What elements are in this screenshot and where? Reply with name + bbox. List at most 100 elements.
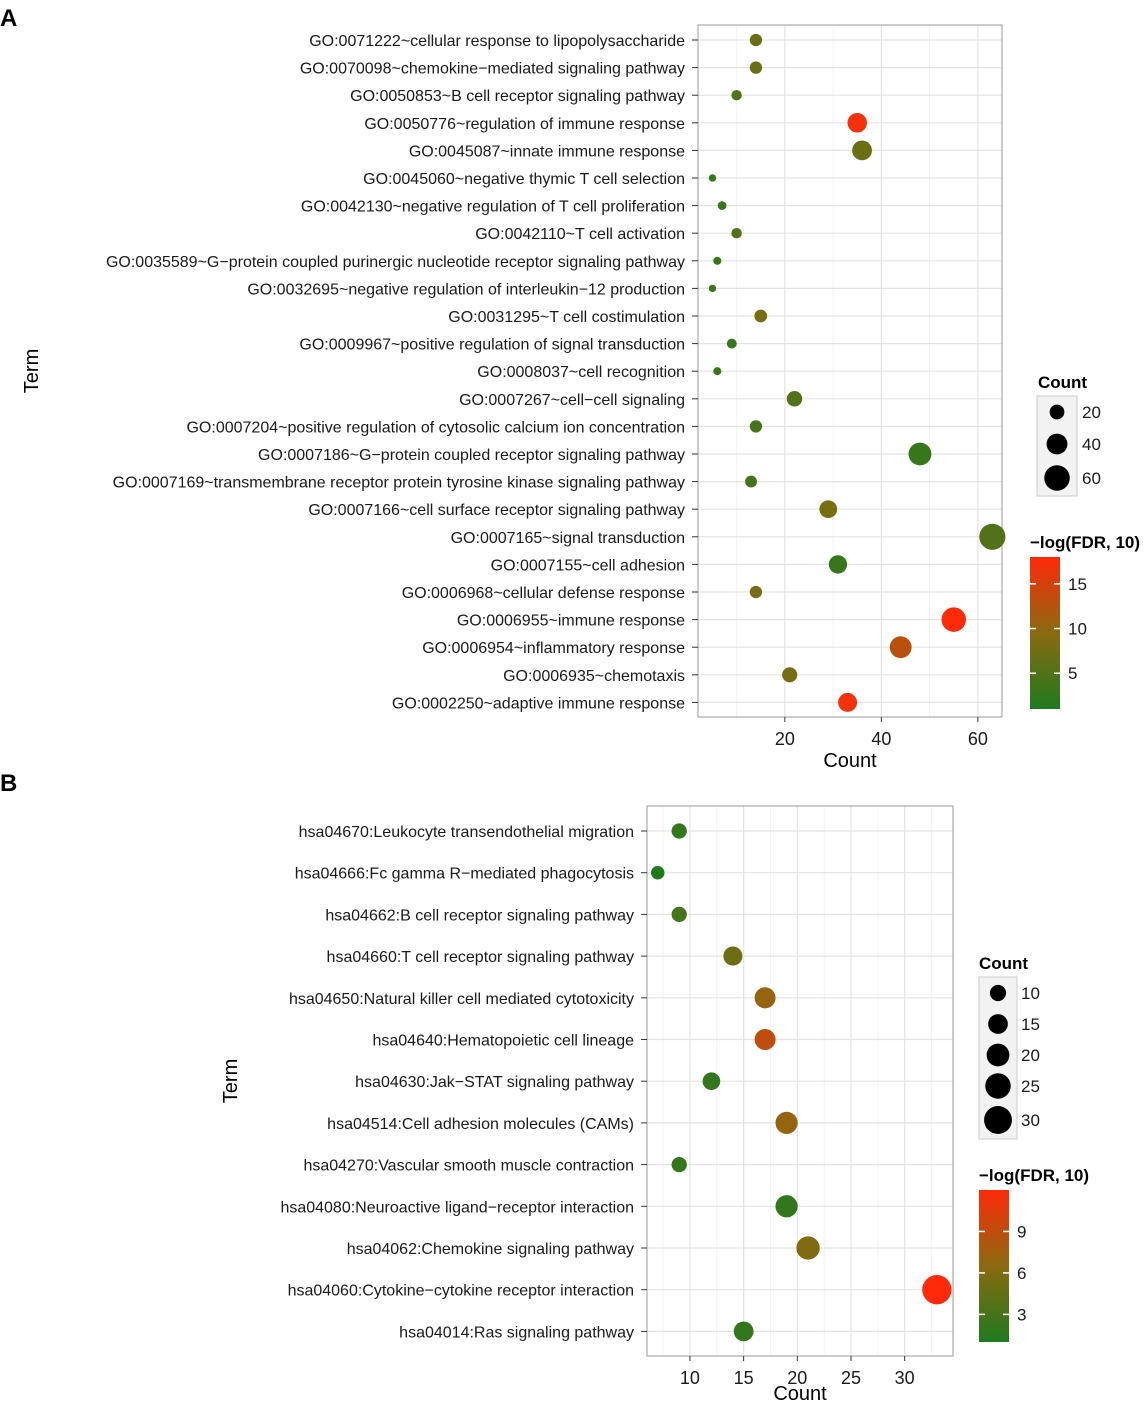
panel-b-color-legend: −log(FDR, 10) 3 6 9 bbox=[979, 1166, 1089, 1342]
a-point bbox=[819, 500, 838, 519]
b-y-tick-label: hsa04666:Fc gamma R−mediated phagocytosi… bbox=[295, 866, 634, 883]
panel-a: A GO:0071222~cellular response to lipopo… bbox=[0, 5, 1140, 772]
a-point bbox=[749, 585, 763, 599]
a-colorbar-tick-label: 15 bbox=[1068, 575, 1087, 594]
a-point bbox=[708, 174, 717, 182]
a-size-legend-key bbox=[1049, 404, 1065, 420]
panel-a-gridlines bbox=[698, 25, 1002, 717]
a-y-tick-label: GO:0042110~T cell activation bbox=[475, 226, 685, 243]
b-point bbox=[650, 865, 665, 880]
a-y-tick-label: GO:0006955~immune response bbox=[457, 613, 685, 630]
panel-a-x-axis-label: Count bbox=[823, 750, 877, 772]
b-size-legend-label: 25 bbox=[1021, 1077, 1040, 1096]
b-x-tick-label: 30 bbox=[895, 1368, 915, 1388]
a-y-tick-label: GO:0006935~chemotaxis bbox=[503, 668, 685, 685]
b-size-legend-key bbox=[988, 1014, 1008, 1034]
a-size-legend-label: 60 bbox=[1082, 469, 1101, 488]
b-point bbox=[702, 1072, 721, 1091]
panel-a-color-legend: −log(FDR, 10) 5 10 15 bbox=[1030, 533, 1140, 709]
a-y-tick-label: GO:0002250~adaptive immune response bbox=[392, 695, 685, 712]
b-size-legend-label: 15 bbox=[1021, 1015, 1040, 1034]
a-colorbar-tick-label: 10 bbox=[1068, 620, 1087, 639]
a-y-tick-label: GO:0050853~B cell receptor signaling pat… bbox=[350, 88, 685, 105]
panel-a-color-legend-title: −log(FDR, 10) bbox=[1030, 533, 1140, 552]
a-size-legend-label: 40 bbox=[1082, 435, 1101, 454]
b-size-legend-label: 10 bbox=[1021, 984, 1040, 1003]
b-point bbox=[754, 987, 776, 1009]
a-size-legend-key bbox=[1046, 433, 1068, 455]
b-y-tick-label: hsa04270:Vascular smooth muscle contract… bbox=[303, 1158, 634, 1175]
a-point bbox=[782, 667, 798, 683]
a-point bbox=[731, 227, 742, 239]
b-x-tick-label: 10 bbox=[680, 1368, 700, 1388]
a-point bbox=[786, 391, 803, 407]
panel-b-label: B bbox=[0, 770, 17, 797]
a-point bbox=[708, 284, 717, 293]
a-point bbox=[713, 256, 722, 265]
a-y-tick-label: GO:0007169~transmembrane receptor protei… bbox=[113, 475, 685, 492]
b-size-legend-key bbox=[984, 1106, 1012, 1134]
b-point bbox=[671, 823, 687, 839]
b-point bbox=[796, 1236, 820, 1260]
b-size-legend-label: 20 bbox=[1021, 1046, 1040, 1065]
a-point bbox=[745, 475, 758, 488]
a-y-tick-label: GO:0045087~innate immune response bbox=[409, 143, 685, 160]
b-x-tick-label: 15 bbox=[734, 1368, 754, 1388]
b-y-tick-label: hsa04660:T cell receptor signaling pathw… bbox=[327, 949, 634, 966]
b-point bbox=[775, 1111, 798, 1135]
panel-b-gridlines bbox=[647, 806, 953, 1356]
panel-a-size-legend-title: Count bbox=[1038, 373, 1087, 392]
panel-b-x-axis-label: Count bbox=[773, 1383, 827, 1403]
a-point bbox=[754, 309, 768, 323]
b-y-tick-label: hsa04014:Ras signaling pathway bbox=[399, 1324, 634, 1341]
a-x-tick-label: 40 bbox=[871, 729, 891, 749]
a-y-tick-label: GO:0031295~T cell costimulation bbox=[448, 309, 685, 326]
a-point bbox=[838, 692, 858, 712]
a-size-legend-key bbox=[1044, 465, 1070, 491]
panel-a-colorbar bbox=[1030, 557, 1060, 709]
panel-b-points bbox=[650, 823, 952, 1342]
a-x-tick-label: 60 bbox=[968, 729, 988, 749]
a-y-tick-label: GO:0070098~chemokine−mediated signaling … bbox=[300, 61, 685, 78]
b-point bbox=[733, 1321, 754, 1342]
a-y-tick-label: GO:0035589~G−protein coupled purinergic … bbox=[106, 254, 685, 271]
panel-a-label: A bbox=[0, 5, 17, 32]
a-point bbox=[726, 338, 737, 349]
a-y-tick-label: GO:0008037~cell recognition bbox=[477, 364, 685, 381]
a-y-tick-label: GO:0050776~regulation of immune response bbox=[364, 116, 685, 133]
a-point bbox=[717, 201, 727, 210]
b-size-legend-key bbox=[989, 984, 1007, 1002]
b-point bbox=[723, 946, 743, 966]
b-colorbar-tick-label: 9 bbox=[1017, 1222, 1026, 1241]
b-point bbox=[671, 1156, 687, 1173]
b-point bbox=[775, 1195, 798, 1218]
a-point bbox=[908, 442, 932, 466]
a-y-tick-label: GO:0007186~G−protein coupled receptor si… bbox=[258, 447, 685, 464]
a-point bbox=[828, 555, 848, 574]
panel-a-size-legend: Count 20 40 60 bbox=[1036, 373, 1101, 497]
b-size-legend-label: 30 bbox=[1021, 1111, 1040, 1130]
b-size-legend-key bbox=[986, 1043, 1010, 1067]
a-size-legend-label: 20 bbox=[1082, 403, 1101, 422]
a-x-tick-label: 20 bbox=[775, 729, 795, 749]
a-point bbox=[979, 523, 1006, 550]
panel-b-colorbar bbox=[979, 1190, 1009, 1342]
b-y-tick-label: hsa04062:Chemokine signaling pathway bbox=[347, 1241, 634, 1258]
a-point bbox=[749, 420, 763, 433]
a-point bbox=[941, 607, 966, 632]
panel-b-size-legend-title: Count bbox=[979, 954, 1028, 973]
a-colorbar-tick-label: 5 bbox=[1068, 664, 1077, 683]
panel-b-y-axis-label: Term bbox=[220, 1059, 242, 1103]
panel-a-x-tick-labels: 20 40 60 bbox=[775, 717, 988, 749]
a-point bbox=[889, 636, 912, 659]
b-y-tick-label: hsa04630:Jak−STAT signaling pathway bbox=[355, 1074, 634, 1091]
panel-a-y-axis-label: Term bbox=[21, 349, 43, 393]
panel-b-color-legend-title: −log(FDR, 10) bbox=[979, 1166, 1089, 1185]
b-colorbar-tick-label: 6 bbox=[1017, 1264, 1026, 1283]
a-point bbox=[749, 33, 763, 47]
a-y-tick-label: GO:0009967~positive regulation of signal… bbox=[299, 337, 685, 354]
a-y-tick-label: GO:0006968~cellular defense response bbox=[402, 585, 685, 602]
b-y-tick-label: hsa04650:Natural killer cell mediated cy… bbox=[289, 991, 634, 1008]
a-y-tick-label: GO:0071222~cellular response to lipopoly… bbox=[309, 33, 685, 50]
